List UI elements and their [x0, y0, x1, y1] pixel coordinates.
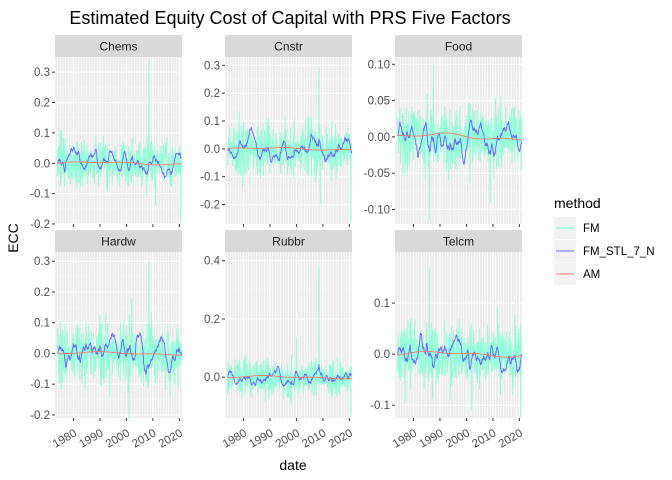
series-line-fm-stl-7-n [57, 331, 183, 376]
facet-strip [225, 230, 352, 252]
facet-strip [225, 35, 352, 57]
series-line-fm-stl-7-n [57, 145, 182, 179]
facet-strip-label: Hardw [101, 235, 136, 249]
y-tick-label: 0.1 [34, 128, 50, 140]
facet-strip [395, 35, 522, 57]
x-tick-label: 1990 [247, 427, 275, 450]
facet-panels: Chems0.30.20.10.0-0.1-0.2Cnstr0.30.20.10… [30, 35, 525, 451]
series-line-am [397, 132, 522, 141]
y-tick-label: 0.2 [204, 88, 220, 100]
y-tick-label: -0.10 [364, 204, 390, 216]
x-axis-title: date [279, 457, 306, 473]
facet-food: Food 0.10 0.05 0.00 -0.05 -0.10 [364, 35, 523, 227]
facet-strip-label: Food [445, 40, 472, 54]
legend: method FM FM_STL_7_N AM [554, 195, 655, 285]
x-tick-label: 2000 [444, 427, 472, 450]
legend-label: FM_STL_7_N [583, 246, 655, 258]
chart-title: Estimated Equity Cost of Capital with PR… [69, 8, 510, 28]
series-line-fm [397, 64, 523, 221]
y-tick-label: -0.1 [370, 400, 390, 412]
legend-key: AM [554, 263, 600, 285]
y-tick-label: 0.0 [374, 349, 390, 361]
facet-strip [55, 35, 182, 57]
x-tick-label: 2010 [130, 427, 158, 450]
y-tick-label: -0.1 [200, 172, 220, 184]
x-tick-label: 2010 [470, 427, 498, 450]
facet-hardw: Hardw 0.3 0.2 0.1 0.0 -0.1 -0.2198019902000201… [30, 230, 185, 451]
facet-cnstr: Cnstr 0.3 0.2 0.1 0.0 -0.1 -0.2 [200, 35, 353, 227]
facet-strip-label: Cnstr [274, 40, 303, 54]
facet-strip [55, 230, 182, 252]
y-tick-label: -0.1 [30, 189, 50, 201]
x-tick-label: 1990 [417, 427, 445, 450]
y-axis-title: ECC [5, 223, 21, 253]
facet-chems: Chems 0.3 0.2 0.1 0.0 -0.1 -0.2 [30, 35, 183, 231]
series-line-fm-stl-7-n [397, 333, 523, 375]
legend-label: AM [583, 269, 600, 281]
legend-keys: FM FM_STL_7_N AM [554, 217, 655, 285]
x-tick-label: 1990 [77, 427, 105, 450]
y-tick-label: -0.2 [30, 410, 50, 422]
legend-key: FM_STL_7_N [554, 240, 655, 262]
series-line-am [57, 161, 182, 166]
y-tick-label: 0.0 [34, 348, 50, 360]
y-tick-label: 0.1 [374, 298, 390, 310]
y-tick-label: 0.2 [204, 314, 220, 326]
x-tick-label: 1980 [391, 427, 419, 450]
y-tick-label: 0.05 [368, 96, 390, 108]
y-tick-label: 0.1 [204, 116, 220, 128]
y-tick-label: 0.2 [34, 287, 50, 299]
x-tick-label: 2020 [497, 427, 525, 450]
facet-strip-label: Rubbr [272, 235, 305, 249]
y-tick-label: -0.1 [30, 379, 50, 391]
series-line-fm [397, 267, 523, 416]
y-tick-label: 0.1 [34, 318, 50, 330]
y-tick-label: 0.0 [204, 372, 220, 384]
series-line-fm [57, 261, 183, 419]
legend-title: method [554, 195, 601, 211]
x-tick-label: 2010 [300, 427, 328, 450]
facet-strip-label: Telcm [443, 235, 474, 249]
series-line-am [227, 375, 352, 380]
y-tick-label: 0.4 [204, 256, 221, 268]
y-tick-label: -0.2 [200, 200, 220, 212]
y-tick-label: -0.2 [30, 219, 50, 231]
series-line-fm-stl-7-n [397, 119, 523, 165]
series-line-am [227, 147, 352, 151]
series-line-am [57, 351, 182, 356]
y-tick-label: 0.0 [204, 144, 220, 156]
y-tick-label: 0.2 [34, 98, 50, 110]
facet-strip-label: Chems [99, 40, 137, 54]
series-line-am [397, 350, 522, 358]
y-tick-label: 0.10 [368, 59, 390, 71]
series-line-fm-stl-7-n [227, 126, 353, 163]
legend-label: FM [583, 223, 600, 235]
legend-key: FM [554, 217, 600, 239]
y-tick-label: 0.3 [204, 60, 220, 72]
series-line-fm [57, 59, 183, 222]
x-tick-label: 2020 [327, 427, 355, 450]
y-tick-label: 0.3 [34, 67, 50, 79]
y-tick-label: 0.0 [34, 158, 50, 170]
x-tick-label: 1980 [221, 427, 249, 450]
x-tick-label: 1980 [51, 427, 79, 450]
x-tick-label: 2000 [104, 427, 132, 450]
x-tick-label: 2000 [274, 427, 302, 450]
y-tick-label: -0.05 [364, 168, 390, 180]
y-tick-label: 0.3 [34, 256, 50, 268]
y-tick-label: 0.00 [368, 132, 390, 144]
x-tick-label: 2020 [157, 427, 185, 450]
facet-strip [395, 230, 522, 252]
